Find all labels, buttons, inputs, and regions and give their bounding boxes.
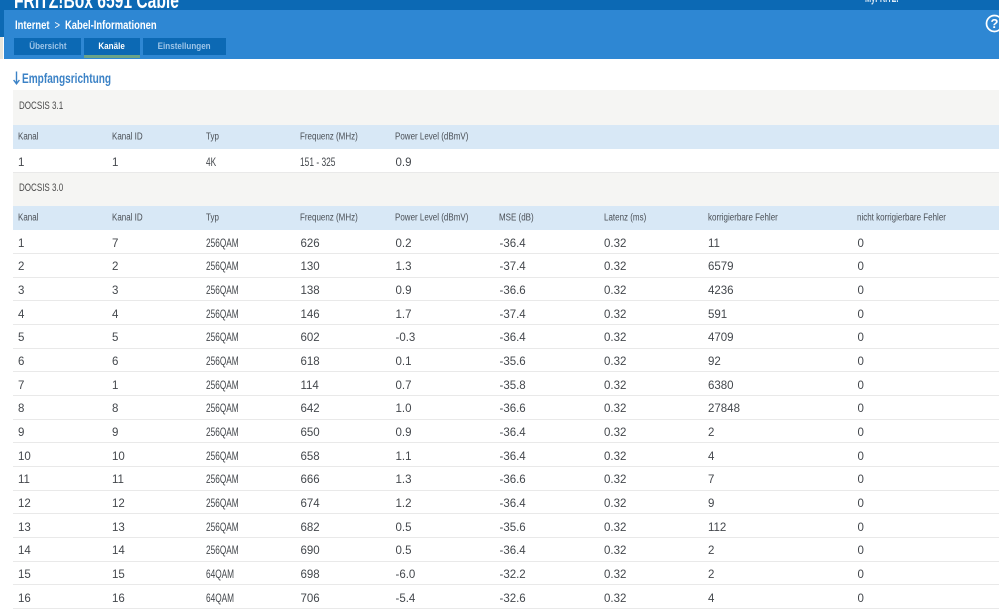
svg-text:?: ?: [991, 16, 999, 31]
